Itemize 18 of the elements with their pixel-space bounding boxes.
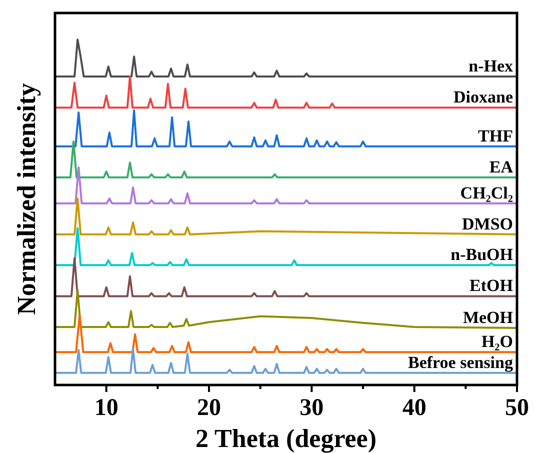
x-tick-label: 50 (505, 395, 529, 421)
x-axis-title: 2 Theta (degree) (196, 424, 376, 453)
series-label: EA (489, 157, 514, 176)
series-label: CH₂Cl₂ (460, 183, 513, 202)
series-label: n-BuOH (450, 245, 513, 264)
series-label: DMSO (462, 214, 513, 234)
x-tick-label: 40 (402, 395, 426, 421)
series-label: Befroe sensing (408, 352, 514, 372)
x-tick-label: 30 (300, 395, 324, 421)
y-axis-title: Normalized intensity (12, 83, 41, 315)
series-label: EtOH (470, 276, 513, 296)
series-label: H₂O (481, 332, 513, 352)
series-label: MeOH (462, 308, 513, 328)
series-label: Dioxane (454, 88, 514, 107)
x-tick-label: 20 (197, 395, 221, 421)
series-label: n-Hex (468, 56, 514, 76)
x-tick-label: 10 (94, 395, 118, 421)
series-label: THF (478, 126, 513, 146)
